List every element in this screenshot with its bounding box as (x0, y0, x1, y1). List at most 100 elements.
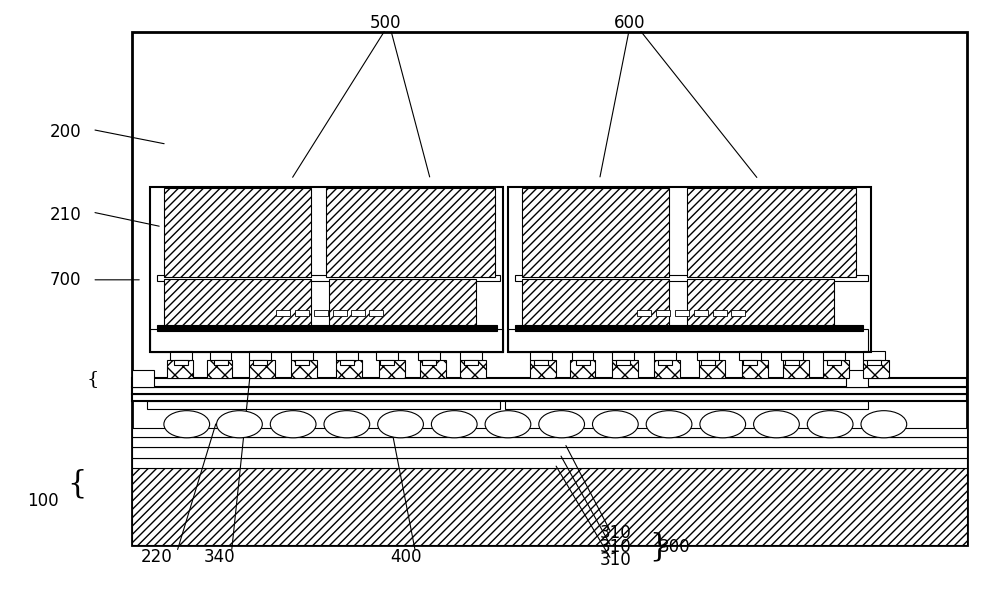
Bar (522, 189, 669, 277)
Bar (508, 329, 868, 352)
Bar (291, 360, 317, 378)
Bar (464, 360, 478, 365)
Bar (329, 278, 476, 326)
Bar (132, 32, 967, 545)
Bar (295, 311, 309, 317)
Text: 300: 300 (659, 538, 691, 556)
Bar (785, 360, 799, 365)
Bar (713, 311, 727, 317)
Bar (731, 311, 745, 317)
Bar (170, 350, 192, 360)
Circle shape (646, 411, 692, 438)
Circle shape (164, 411, 210, 438)
Bar (418, 350, 440, 360)
Bar (612, 360, 638, 378)
Bar (295, 360, 309, 365)
Bar (687, 189, 856, 277)
Bar (783, 360, 809, 378)
Bar (422, 360, 436, 365)
Bar (207, 360, 232, 378)
Bar (157, 325, 497, 330)
Text: 700: 700 (50, 271, 81, 289)
Bar (291, 350, 313, 360)
Bar (336, 360, 362, 378)
Bar (867, 360, 881, 365)
Bar (460, 350, 482, 360)
Text: 310: 310 (599, 551, 631, 569)
Bar (694, 311, 708, 317)
Bar (164, 278, 311, 326)
Circle shape (217, 411, 262, 438)
Bar (174, 360, 188, 365)
Bar (326, 189, 495, 277)
Bar (863, 360, 889, 378)
Text: 200: 200 (50, 123, 81, 142)
Bar (530, 350, 552, 360)
Bar (530, 360, 556, 378)
Bar (522, 278, 669, 326)
Circle shape (378, 411, 423, 438)
Bar (612, 350, 634, 360)
Text: {: { (68, 468, 87, 499)
Bar (132, 378, 967, 387)
Bar (253, 360, 267, 365)
Bar (376, 350, 398, 360)
Text: 310: 310 (599, 524, 631, 542)
Bar (656, 311, 670, 317)
Bar (132, 447, 967, 458)
Bar (823, 350, 845, 360)
Bar (742, 360, 768, 378)
Bar (150, 187, 503, 352)
Text: 340: 340 (204, 548, 235, 566)
Bar (739, 350, 761, 360)
Bar (616, 360, 630, 365)
Bar (164, 189, 311, 277)
Bar (379, 360, 405, 378)
Bar (515, 325, 863, 330)
Bar (823, 360, 849, 378)
Bar (654, 350, 676, 360)
Bar (333, 311, 347, 317)
Circle shape (807, 411, 853, 438)
Circle shape (861, 411, 907, 438)
Bar (505, 400, 868, 409)
Circle shape (270, 411, 316, 438)
Circle shape (431, 411, 477, 438)
Bar (420, 360, 446, 378)
Text: 500: 500 (370, 14, 401, 32)
Bar (132, 393, 967, 400)
Bar (132, 387, 967, 393)
Bar (351, 311, 365, 317)
Text: 100: 100 (27, 492, 58, 510)
Bar (214, 360, 228, 365)
Bar (515, 275, 868, 281)
Circle shape (539, 411, 585, 438)
Bar (675, 311, 689, 317)
Bar (508, 187, 871, 352)
Circle shape (592, 411, 638, 438)
Bar (132, 428, 967, 437)
Bar (460, 360, 486, 378)
Bar (157, 275, 500, 281)
Bar (846, 370, 868, 387)
Bar (380, 360, 394, 365)
Text: 310: 310 (599, 538, 631, 556)
Bar (249, 360, 275, 378)
Bar (249, 350, 271, 360)
Bar (132, 468, 967, 545)
Bar (276, 311, 290, 317)
Bar (132, 370, 154, 387)
Bar (147, 400, 500, 409)
Text: }: } (649, 531, 669, 562)
Bar (743, 360, 757, 365)
Text: 600: 600 (614, 14, 645, 32)
Circle shape (700, 411, 746, 438)
Bar (576, 360, 590, 365)
Bar (369, 311, 383, 317)
Bar (314, 311, 328, 317)
Bar (863, 350, 885, 360)
Bar (210, 350, 231, 360)
Bar (697, 350, 719, 360)
Bar (827, 360, 841, 365)
Bar (687, 278, 834, 326)
